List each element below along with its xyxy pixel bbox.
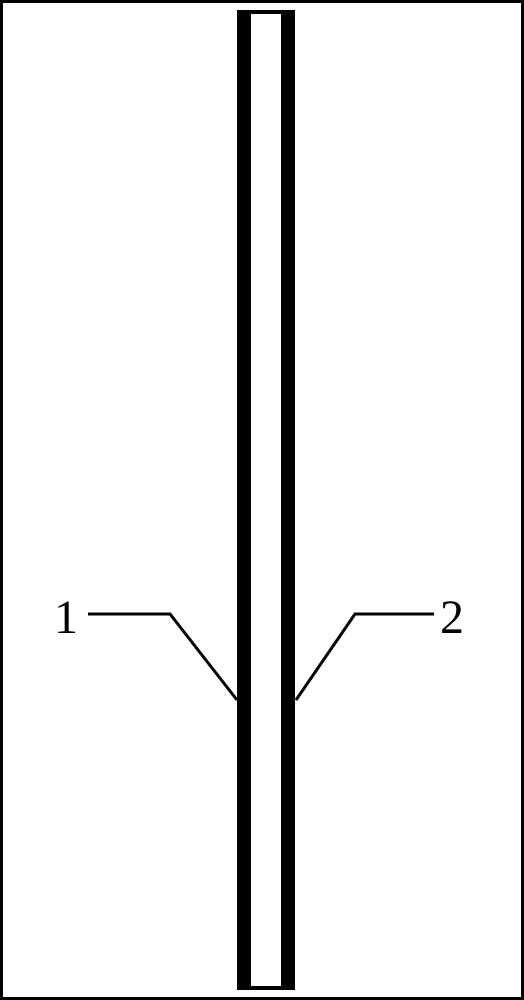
- diagram-canvas: 1 2: [0, 0, 524, 1000]
- callout-label-2: 2: [440, 594, 464, 642]
- callout-label-1: 1: [54, 594, 78, 642]
- pillar-inner-cavity: [249, 12, 283, 988]
